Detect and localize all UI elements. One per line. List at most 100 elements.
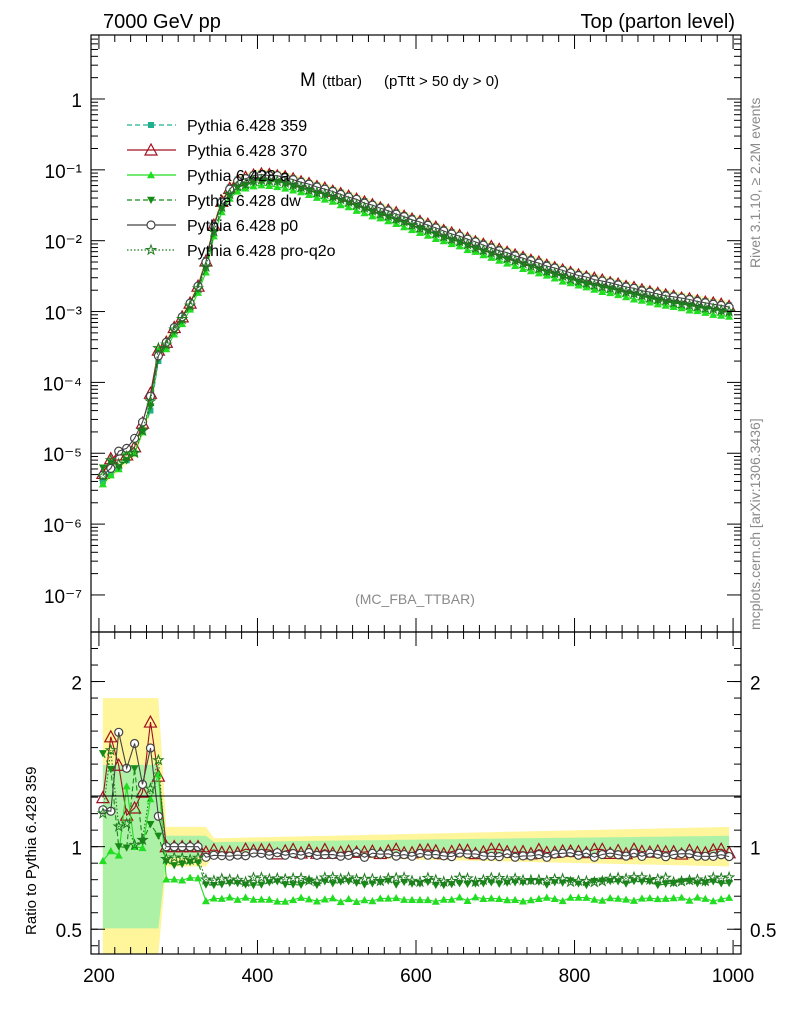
ratio-series-5-point	[199, 873, 213, 885]
ratio-plot-frame	[90, 631, 742, 955]
series-5-point	[421, 223, 434, 236]
series-4-line	[102, 174, 730, 476]
ratio-series-2-line	[102, 774, 730, 903]
legend-label-3: Pythia 6.428 dw	[187, 193, 301, 210]
ratio-series-3-point	[122, 844, 131, 852]
ratio-series-5-point	[691, 873, 704, 885]
series-5-point	[255, 173, 268, 186]
ratio-series-4-line	[102, 732, 730, 859]
series-5-point	[540, 264, 553, 277]
ratio-series-1-point	[95, 790, 110, 804]
ratio-ytick-label-right: 2	[750, 674, 761, 695]
ratio-series-5-point	[611, 871, 625, 884]
series-5-point	[564, 272, 577, 285]
series-5-point	[104, 453, 118, 466]
collision-label: 7000 GeV pp	[103, 11, 221, 33]
ratio-series-3-point	[130, 765, 139, 773]
main-ytick-label: 1	[71, 91, 82, 112]
ratio-ytick-label: 0.5	[56, 921, 82, 942]
series-3-point	[558, 273, 567, 281]
ratio-ylabel: Ratio to Pythia 6.428 359	[23, 767, 40, 935]
series-5-point	[231, 179, 244, 192]
ratio-series-5-point	[723, 870, 736, 883]
legend: Pythia 6.428 359 Pythia 6.428 370 Pythia 6…	[127, 118, 336, 260]
series-5-point	[635, 288, 649, 301]
series-3-point	[582, 280, 591, 288]
legend-label-4: Pythia 6.428 p0	[187, 218, 298, 235]
main-ytick-label: 10⁻¹	[45, 162, 83, 183]
ratio-series-5-point	[540, 874, 553, 886]
main-ytick-label: 10⁻⁷	[44, 587, 82, 608]
series-5-point	[168, 323, 181, 335]
series-5-point	[683, 298, 696, 311]
series-5-point	[524, 259, 538, 272]
ratio-series-3-point	[281, 881, 290, 889]
ratio-series-5-point	[120, 817, 133, 829]
legend-marker-0	[148, 122, 154, 128]
series-3-point	[606, 285, 615, 293]
series-5-point	[175, 312, 189, 325]
ratio-series-5	[96, 743, 736, 888]
ratio-series-5-point	[429, 873, 443, 886]
series-5-point	[366, 204, 379, 216]
series-5-point	[223, 187, 236, 200]
series-5-point	[96, 469, 110, 482]
ratio-series-5-point	[707, 871, 720, 883]
ratio-series-5-point	[128, 838, 141, 851]
ratio-series-5-point	[104, 743, 118, 756]
legend-marker-3	[147, 196, 155, 204]
ratio-series-3-point	[685, 877, 694, 885]
xtick-label: 600	[400, 966, 432, 987]
series-5	[96, 173, 736, 482]
legend-marker-2	[147, 171, 155, 179]
ratio-series-5-point	[207, 874, 221, 886]
ratio-series-3-point	[669, 879, 678, 887]
plot-title-rest: (pTtt > 50 dy > 0)	[384, 73, 499, 90]
series-5-point	[310, 186, 324, 198]
series-3-point	[574, 278, 583, 286]
ratio-series-5-point	[461, 871, 474, 884]
ratio-series-5-point	[334, 872, 347, 885]
ratio-series-5-point	[421, 871, 435, 884]
ratio-series-5-point	[294, 871, 308, 884]
series-5-point	[580, 276, 593, 289]
ratio-green-band	[102, 764, 730, 929]
ratio-series-5-point	[183, 853, 197, 866]
ratio-series-5-point	[493, 871, 506, 884]
legend-marker-4	[146, 220, 156, 230]
series-5-point	[120, 449, 133, 462]
legend-label-5: Pythia 6.428 pro-q2o	[187, 243, 336, 260]
legend-marker-5	[144, 243, 158, 256]
ratio-series-5-point	[271, 871, 284, 884]
series-5-point	[611, 283, 625, 296]
ratio-series-5-point	[556, 872, 569, 885]
series-5-point	[128, 446, 141, 459]
ratio-series-5-point	[326, 870, 339, 883]
series-5-point	[144, 394, 157, 407]
main-ytick-label: 10⁻²	[45, 233, 83, 254]
series-5-point	[389, 212, 403, 225]
ratio-series-5-point	[168, 850, 181, 863]
xtick-label: 800	[559, 966, 591, 987]
series-5-point	[326, 189, 339, 202]
ratio-ytick-label-right: 0.5	[750, 921, 776, 942]
series-5-point	[548, 266, 561, 279]
process-label: Top (parton level)	[580, 11, 735, 33]
ratio-series-5-point	[659, 871, 672, 884]
ratio-series-5-point	[239, 875, 252, 888]
ratio-series-5-point	[397, 870, 411, 883]
legend-marker-1	[143, 142, 159, 156]
ratio-series-5-point	[508, 871, 522, 884]
series-5-point	[199, 260, 213, 273]
series-5-point	[675, 297, 688, 310]
series-5-point	[572, 274, 585, 287]
ratio-series-1-point	[103, 729, 118, 743]
ratio-ytick-label-right: 1	[750, 839, 761, 860]
series-5-point	[247, 174, 260, 187]
main-ytick-label: 10⁻⁶	[43, 516, 82, 537]
ratio-ytick-label: 1	[71, 839, 82, 860]
ratio-series-5-point	[596, 874, 609, 887]
ratio-series-5-point	[152, 753, 165, 766]
series-5-point	[659, 293, 672, 306]
